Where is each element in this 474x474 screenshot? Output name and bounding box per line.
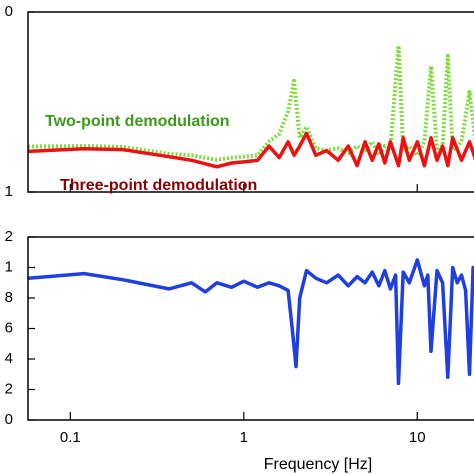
- x-tick-label: 0.1: [60, 429, 81, 446]
- series-line: [28, 131, 474, 169]
- y-tick-label: 0: [5, 3, 13, 20]
- x-axis-label: Frequency [Hz]: [264, 456, 372, 473]
- series-line: [28, 43, 474, 162]
- plot-area: [28, 43, 474, 169]
- y-tick-label: 1: [5, 183, 13, 200]
- x-tick-label: 1: [240, 429, 248, 446]
- series-line: [28, 258, 474, 386]
- x-tick-label: 10: [409, 429, 426, 446]
- y-tick-label: 6: [5, 319, 13, 336]
- y-tick-label: 4: [5, 350, 13, 367]
- y-tick-label: 2: [5, 228, 13, 245]
- y-tick-label: 8: [5, 289, 13, 306]
- panel-frame: [27, 11, 474, 193]
- panel-frame: [27, 236, 474, 421]
- y-tick-label: 1: [5, 258, 13, 275]
- y-tick-label: 0: [5, 411, 13, 428]
- y-tick-label: 2: [5, 380, 13, 397]
- annotation: Two-point demodulation: [45, 113, 230, 130]
- plot-area: [28, 258, 474, 386]
- annotation: Three-point demodulation: [60, 177, 257, 194]
